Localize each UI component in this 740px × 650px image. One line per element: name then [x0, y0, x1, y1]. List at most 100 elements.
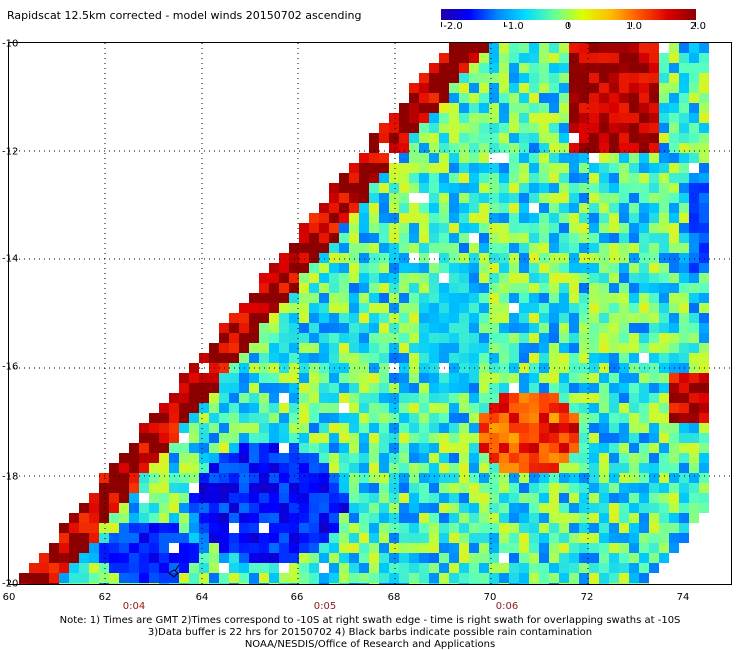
wind-cell: [409, 243, 419, 253]
wind-cell: [279, 403, 289, 413]
wind-cell: [669, 193, 679, 203]
wind-cell: [119, 473, 129, 483]
wind-cell: [229, 403, 239, 413]
wind-cell: [629, 163, 639, 173]
wind-cell: [409, 483, 419, 493]
wind-cell: [519, 43, 529, 53]
wind-cell: [129, 523, 139, 533]
wind-cell: [139, 473, 149, 483]
wind-cell: [419, 523, 429, 533]
wind-cell: [519, 73, 529, 83]
wind-cell: [699, 253, 709, 263]
wind-cell: [649, 443, 659, 453]
wind-cell: [399, 523, 409, 533]
wind-cell: [589, 223, 599, 233]
wind-cell: [689, 503, 699, 513]
wind-cell: [659, 293, 669, 303]
wind-cell: [519, 483, 529, 493]
wind-cell: [629, 503, 639, 513]
wind-cell: [579, 393, 589, 403]
wind-cell: [359, 223, 369, 233]
wind-cell: [629, 243, 639, 253]
wind-cell: [599, 343, 609, 353]
wind-cell: [239, 563, 249, 573]
wind-cell: [429, 453, 439, 463]
wind-cell: [499, 423, 509, 433]
wind-cell: [659, 323, 669, 333]
wind-cell: [459, 83, 469, 93]
wind-cell: [349, 383, 359, 393]
wind-cell: [449, 333, 459, 343]
wind-cell: [389, 553, 399, 563]
wind-cell: [279, 493, 289, 503]
wind-cell: [239, 553, 249, 563]
wind-cell: [569, 93, 579, 103]
wind-cell: [459, 583, 469, 584]
wind-cell: [459, 403, 469, 413]
wind-cell: [629, 433, 639, 443]
wind-cell: [579, 483, 589, 493]
wind-cell: [369, 233, 379, 243]
wind-cell: [559, 343, 569, 353]
wind-cell: [259, 453, 269, 463]
wind-cell: [699, 393, 709, 403]
wind-cell: [689, 273, 699, 283]
wind-cell: [409, 353, 419, 363]
wind-cell: [499, 503, 509, 513]
wind-cell: [689, 333, 699, 343]
wind-cell: [369, 533, 379, 543]
wind-cell: [119, 523, 129, 533]
wind-cell: [609, 273, 619, 283]
wind-cell: [299, 463, 309, 473]
map-plot[interactable]: [8, 42, 732, 585]
wind-cell: [189, 563, 199, 573]
wind-cell: [159, 573, 169, 583]
wind-cell: [489, 323, 499, 333]
wind-cell: [109, 483, 119, 493]
wind-cell: [569, 223, 579, 233]
wind-cell: [699, 263, 709, 273]
wind-cell: [439, 213, 449, 223]
wind-cell: [339, 333, 349, 343]
wind-cell: [699, 413, 709, 423]
wind-cell: [429, 313, 439, 323]
wind-cell: [539, 243, 549, 253]
wind-cell: [359, 433, 369, 443]
wind-cell: [189, 463, 199, 473]
wind-cell: [339, 373, 349, 383]
wind-cell: [319, 343, 329, 353]
wind-cell: [609, 453, 619, 463]
wind-cell: [79, 533, 89, 543]
wind-cell: [669, 213, 679, 223]
wind-cell: [639, 273, 649, 283]
wind-cell: [519, 123, 529, 133]
wind-cell: [649, 163, 659, 173]
wind-cell: [549, 503, 559, 513]
colorbar-tick: [568, 22, 569, 27]
wind-cell: [379, 303, 389, 313]
wind-cell: [439, 183, 449, 193]
wind-cell: [399, 433, 409, 443]
wind-cell: [379, 443, 389, 453]
wind-cell: [329, 253, 339, 263]
wind-cell: [359, 253, 369, 263]
wind-cell: [149, 513, 159, 523]
wind-cell: [649, 263, 659, 273]
wind-cell: [459, 533, 469, 543]
wind-cell: [289, 383, 299, 393]
wind-cell: [179, 413, 189, 423]
wind-cell: [549, 193, 559, 203]
wind-cell: [589, 43, 599, 53]
wind-cell: [449, 43, 459, 53]
wind-cell: [409, 383, 419, 393]
wind-cell: [569, 403, 579, 413]
wind-cell: [49, 583, 59, 584]
wind-cell: [539, 123, 549, 133]
wind-cell: [619, 103, 629, 113]
wind-cell: [579, 323, 589, 333]
wind-cell: [399, 213, 409, 223]
wind-cell: [259, 473, 269, 483]
wind-cell: [539, 93, 549, 103]
wind-cell: [589, 113, 599, 123]
wind-cell: [459, 293, 469, 303]
